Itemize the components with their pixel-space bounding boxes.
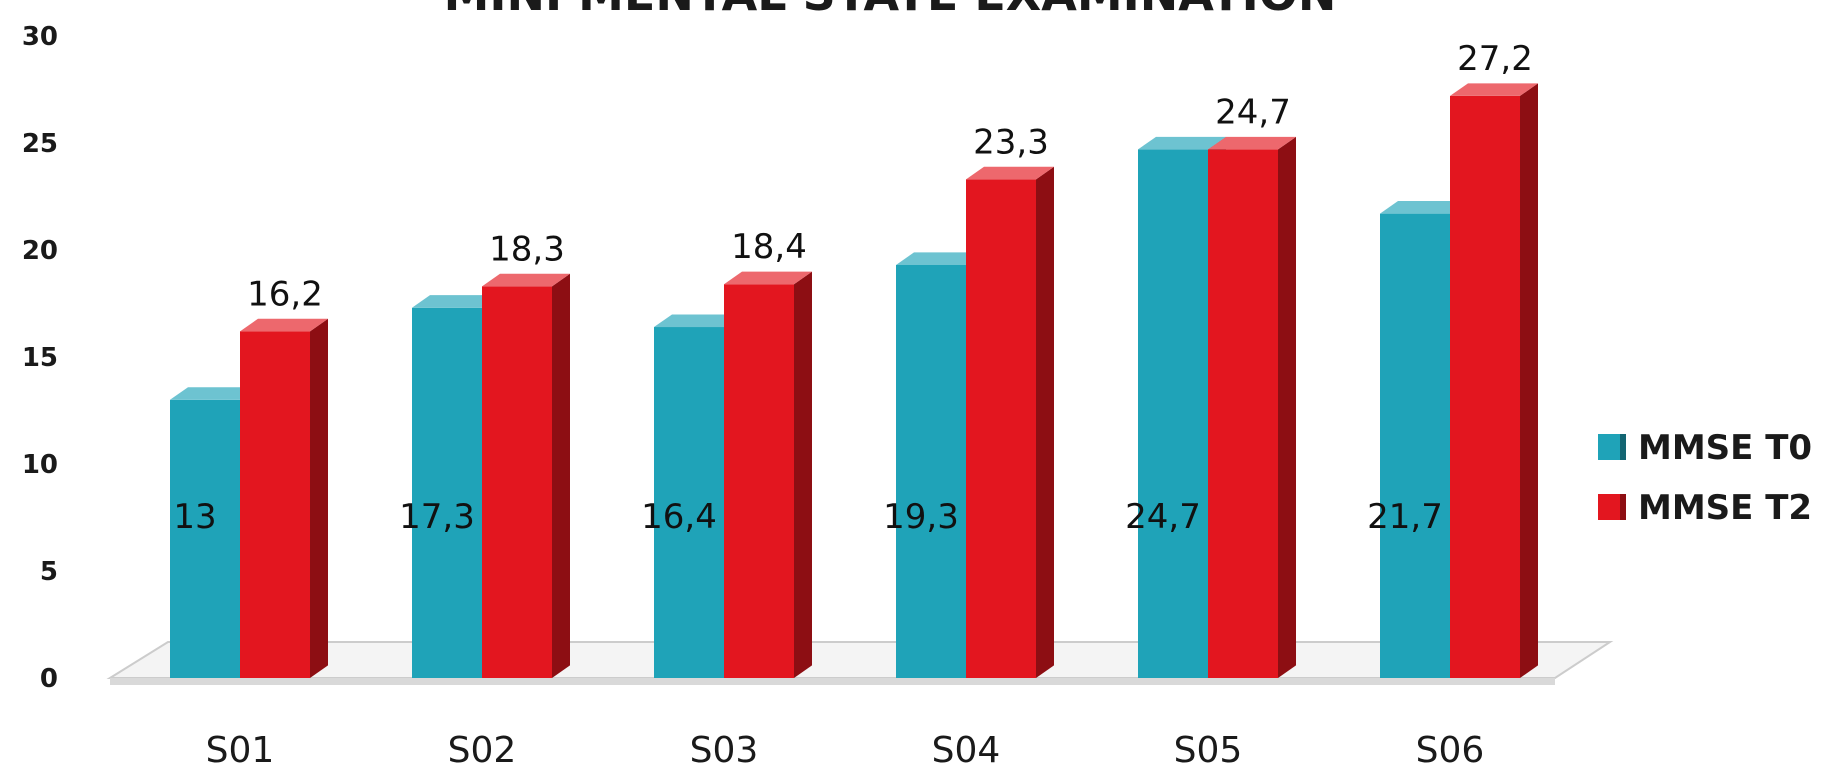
- chart-floor-edge: [110, 678, 1555, 685]
- data-label-mmse-t2: 27,2: [1457, 39, 1533, 79]
- bar-front: [896, 264, 966, 678]
- bar-front: [1138, 149, 1208, 679]
- legend-swatch-side: [1620, 434, 1626, 460]
- data-label-mmse-t0: 16,4: [641, 497, 717, 537]
- bar-front: [1380, 213, 1450, 678]
- bar-mmse-t2-s06: [1450, 83, 1538, 679]
- bar-top: [1380, 201, 1468, 214]
- x-tick-label: S01: [206, 730, 275, 771]
- bar-front: [170, 399, 240, 678]
- bar-front: [966, 179, 1036, 678]
- bar-side: [552, 273, 570, 678]
- bar-top: [412, 295, 500, 308]
- chart-title: MINI MENTAL STATE EXAMINATION: [444, 0, 1337, 21]
- data-label-mmse-t2: 16,2: [247, 274, 323, 314]
- bar-side: [310, 318, 328, 678]
- y-tick-label: 25: [22, 129, 58, 159]
- bar-top: [1450, 83, 1538, 96]
- legend-swatch: [1598, 494, 1620, 520]
- bar-front: [1450, 95, 1520, 679]
- legend-item-mmse-t0: MMSE T0: [1598, 428, 1812, 468]
- data-label-mmse-t0: 19,3: [883, 497, 959, 537]
- legend-label: MMSE T2: [1638, 488, 1812, 528]
- legend-swatch-side: [1620, 494, 1626, 520]
- bar-front: [1208, 149, 1278, 679]
- data-label-mmse-t2: 18,3: [489, 229, 565, 269]
- x-tick-label: S02: [448, 730, 517, 771]
- bar-top: [724, 271, 812, 285]
- bar-mmse-t2-s01: [240, 318, 328, 678]
- y-tick-label: 10: [22, 450, 58, 480]
- legend-label: MMSE T0: [1638, 428, 1812, 468]
- data-label-mmse-t2: 18,4: [731, 227, 807, 267]
- bar-front: [412, 307, 482, 678]
- data-label-mmse-t0: 21,7: [1367, 497, 1443, 537]
- x-tick-label: S03: [690, 730, 759, 771]
- data-label-mmse-t0: 17,3: [399, 497, 475, 537]
- bar-front: [240, 331, 310, 678]
- x-tick-label: S06: [1416, 730, 1485, 771]
- bar-mmse-t2-s02: [482, 273, 570, 678]
- bar-top: [240, 318, 328, 332]
- bar-side: [794, 271, 812, 678]
- y-tick-label: 15: [22, 343, 58, 373]
- bar-mmse-t2-s04: [966, 166, 1054, 678]
- bar-side: [1278, 136, 1296, 678]
- bar-top: [654, 314, 742, 328]
- y-tick-label: 5: [40, 557, 58, 587]
- bar-top: [966, 166, 1054, 180]
- bar-top: [170, 387, 258, 400]
- bar-top: [1138, 136, 1226, 150]
- bar-front: [482, 286, 552, 678]
- bar-mmse-t2-s03: [724, 271, 812, 678]
- bar-mmse-t0-s06: [1380, 201, 1468, 678]
- data-label-mmse-t0: 24,7: [1125, 497, 1201, 537]
- data-label-mmse-t2: 24,7: [1215, 92, 1291, 132]
- bar-top: [1208, 136, 1296, 150]
- bar-mmse-t2-s05: [1208, 136, 1296, 679]
- x-tick-label: S05: [1174, 730, 1243, 771]
- data-label-mmse-t0: 13: [173, 497, 216, 537]
- bar-top: [896, 252, 984, 265]
- bar-side: [1036, 166, 1054, 678]
- data-label-mmse-t2: 23,3: [973, 122, 1049, 162]
- legend-swatch: [1598, 434, 1620, 460]
- y-tick-label: 20: [22, 236, 58, 266]
- bar-top: [482, 273, 570, 287]
- legend-item-mmse-t2: MMSE T2: [1598, 488, 1812, 528]
- bar-front: [654, 327, 724, 678]
- y-tick-label: 0: [40, 664, 58, 694]
- y-tick-label: 30: [22, 22, 58, 52]
- x-tick-label: S04: [932, 730, 1001, 771]
- bar-side: [1520, 83, 1538, 678]
- bar-front: [724, 284, 794, 678]
